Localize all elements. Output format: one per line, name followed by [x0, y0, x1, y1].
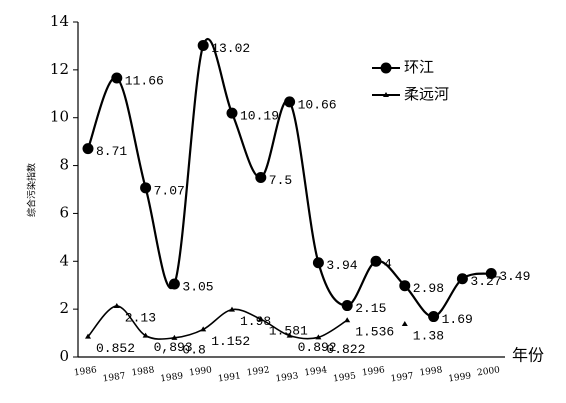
data-label: 1.536 [355, 325, 394, 340]
data-label: 3.05 [182, 279, 213, 294]
data-label: 10.66 [298, 97, 337, 112]
point [286, 332, 293, 338]
point [456, 273, 468, 285]
data-label: 3.27 [470, 274, 501, 289]
x-tick-label: 1997 [390, 371, 414, 384]
y-tick-label: 12 [50, 60, 69, 78]
data-label: 11.66 [125, 73, 164, 88]
point [85, 333, 91, 339]
data-label: 8.71 [96, 144, 127, 159]
point [284, 96, 296, 108]
point [113, 303, 120, 309]
x-tick-label: 1994 [304, 365, 328, 378]
x-tick-label: 1986 [73, 365, 97, 378]
data-label: 1.69 [442, 312, 473, 327]
legend-marker [383, 92, 389, 97]
point [257, 316, 264, 322]
legend-marker [380, 62, 392, 74]
x-tick-label: 1989 [160, 371, 184, 384]
data-label: 0.892 [298, 340, 337, 355]
x-tick-label: 1988 [131, 365, 155, 378]
data-label: 3.94 [326, 258, 357, 273]
y-tick-label: 14 [50, 12, 69, 30]
point [370, 255, 382, 267]
data-label: 2.13 [125, 310, 156, 325]
y-tick-label: 8 [59, 156, 69, 174]
x-tick-label: 1992 [246, 365, 270, 378]
point [226, 107, 238, 119]
point [111, 72, 123, 84]
y-tick-label: 6 [59, 203, 69, 221]
x-tick-label: 1987 [102, 371, 126, 384]
y-tick-label: 0 [59, 347, 69, 365]
data-label: 2.15 [355, 301, 386, 316]
point [142, 332, 149, 338]
data-label: 13.02 [211, 41, 250, 56]
point [312, 257, 324, 269]
x-tick-label: 1993 [275, 371, 299, 384]
point [168, 278, 180, 290]
y-axis-label: 综合污染指数 [26, 163, 38, 217]
data-label: 0,893 [154, 340, 193, 355]
data-label: 7.07 [154, 183, 185, 198]
x-axis-label: 年份 [512, 346, 544, 365]
data-label: 0.8 [182, 342, 205, 357]
point [200, 326, 207, 332]
y-tick-label: 10 [50, 108, 69, 126]
data-label: 4 [384, 257, 392, 272]
x-tick-label: 1991 [217, 371, 241, 384]
point [140, 182, 152, 194]
x-tick-label: 1998 [419, 365, 443, 378]
data-label: 0.852 [96, 341, 135, 356]
point [344, 317, 351, 323]
point [485, 267, 497, 279]
data-label: 1.152 [211, 334, 250, 349]
y-tick-label: 2 [59, 299, 69, 317]
x-tick-label: 1990 [189, 365, 213, 378]
point [399, 280, 411, 292]
data-label: 3.49 [499, 269, 530, 284]
point [315, 334, 322, 340]
point [197, 39, 209, 51]
point [401, 320, 408, 326]
x-tick-label: 1995 [333, 371, 357, 384]
data-label: 1.38 [413, 328, 444, 343]
point [82, 143, 94, 155]
data-label: 2.98 [413, 281, 444, 296]
point [255, 172, 267, 184]
point [341, 300, 353, 312]
x-tick-label: 1999 [448, 371, 472, 384]
legend-label: 环江 [404, 58, 434, 76]
y-tick-label: 4 [59, 251, 69, 269]
x-tick-label: 2000 [477, 365, 501, 378]
data-label: 10.19 [240, 109, 279, 124]
legend-label: 柔远河 [404, 85, 449, 103]
point [171, 334, 178, 340]
point [229, 306, 235, 312]
x-tick-label: 1996 [361, 365, 385, 378]
data-label: 7.5 [269, 173, 292, 188]
data-label: 0.822 [326, 342, 365, 357]
series-line [87, 305, 348, 340]
point [428, 311, 440, 323]
data-label: 1.581 [269, 324, 308, 339]
data-label: 1.98 [240, 314, 271, 329]
